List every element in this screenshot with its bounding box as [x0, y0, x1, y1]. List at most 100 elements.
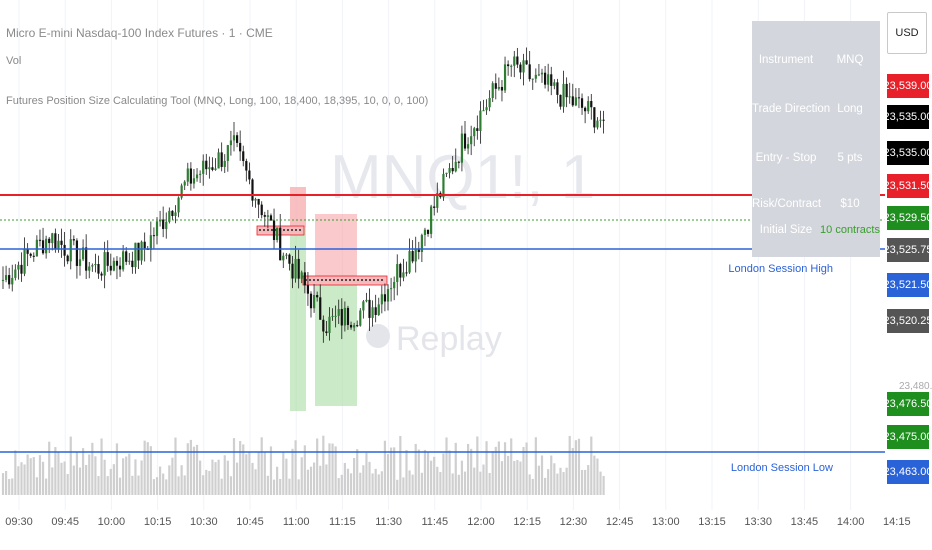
candle-body	[525, 60, 528, 65]
volume-bar	[229, 476, 233, 495]
volume-bar	[568, 435, 571, 495]
volume-bar	[248, 451, 251, 495]
volume-bar	[291, 448, 294, 495]
candle-body	[457, 161, 460, 163]
volume-bar	[426, 452, 430, 495]
volume-bar	[11, 478, 14, 495]
price-axis[interactable]: USD 23,480.00 23,539.00 23,535.00 23,535…	[884, 0, 932, 510]
volume-bar	[488, 472, 491, 495]
volume-bar	[565, 467, 568, 495]
candle-body	[445, 172, 448, 174]
info-row-instrument: Instrument MNQ	[752, 54, 880, 74]
volume-bar	[41, 461, 45, 495]
candle-body	[251, 179, 254, 201]
time-label: 09:45	[51, 516, 79, 528]
candle-body	[140, 241, 143, 261]
watermark-replay: Replay	[396, 320, 502, 358]
volume-bar	[106, 476, 109, 495]
time-label: 11:30	[375, 516, 402, 528]
volume-bar	[282, 452, 285, 495]
price-tag: 23,463.00	[884, 460, 932, 484]
candle-body	[134, 242, 137, 268]
volume-bar	[38, 455, 42, 495]
volume-bar	[587, 465, 590, 495]
candle-body	[393, 281, 396, 289]
volume-bar	[584, 469, 587, 495]
volume-bar	[451, 473, 454, 495]
candle-body	[494, 83, 497, 89]
candle-body	[260, 204, 263, 216]
price-chart[interactable]: MNQ1!, 1 Replay	[0, 0, 885, 510]
price-tag: 23,520.25	[884, 309, 932, 333]
candle-body	[470, 136, 473, 145]
volume-legend[interactable]: Vol	[6, 55, 22, 67]
candle-body	[599, 119, 602, 121]
candle-body	[550, 74, 553, 86]
candle-body	[202, 160, 205, 174]
volume-bar	[257, 451, 260, 495]
candle-body	[223, 160, 226, 167]
volume-bar	[374, 468, 377, 495]
volume-bar	[519, 461, 522, 495]
volume-bar	[445, 437, 448, 495]
candle-body	[115, 260, 119, 266]
chart-area[interactable]: MNQ1!, 1 Replay Micro E-mini Nasdaq-100 …	[0, 0, 885, 510]
volume-bar	[319, 465, 322, 495]
volume-bar	[220, 478, 223, 495]
volume-bar	[312, 462, 316, 495]
price-tag: 23,521.50	[884, 273, 932, 297]
candle-body	[565, 83, 568, 98]
volume-bar	[208, 470, 211, 495]
volume-bar	[368, 461, 371, 495]
candle-body	[91, 265, 94, 267]
candle-body	[596, 120, 599, 128]
candle-body	[460, 133, 464, 163]
volume-bar	[183, 475, 186, 495]
candle-body	[374, 307, 377, 315]
volume-bar	[550, 455, 553, 495]
volume-bar	[48, 441, 51, 495]
volume-bar	[72, 465, 75, 495]
candle-body	[590, 101, 593, 108]
info-label: Instrument	[758, 54, 814, 66]
volume-bar	[239, 440, 242, 495]
candle-body	[195, 174, 199, 179]
volume-bar	[540, 455, 544, 495]
currency-selector[interactable]: USD	[887, 12, 927, 54]
symbol-legend[interactable]: Micro E-mini Nasdaq-100 Index Futures · …	[6, 26, 273, 40]
volume-bar	[528, 474, 531, 495]
indicator-legend[interactable]: Futures Position Size Calculating Tool (…	[6, 95, 429, 107]
volume-bar	[137, 475, 140, 495]
time-axis[interactable]: 09:30 09:45 10:00 10:15 10:30 10:45 11:00 11:15…	[0, 510, 910, 550]
candle-body	[106, 252, 109, 266]
time-label: 14:15	[883, 516, 911, 528]
volume-bar	[254, 469, 257, 495]
candle-body	[559, 94, 562, 107]
candle-body	[205, 160, 208, 170]
time-label: 11:45	[421, 516, 449, 528]
info-row-entry-stop: Entry - Stop 5 pts	[752, 152, 880, 172]
candle-body	[537, 74, 541, 76]
candle-body	[513, 56, 516, 66]
candle-body	[128, 260, 131, 262]
volume-bar	[272, 479, 276, 495]
candle-body	[491, 83, 494, 98]
volume-bar	[131, 475, 134, 495]
volume-bar	[109, 468, 112, 495]
volume-bar	[260, 437, 263, 495]
volume-bar	[337, 478, 340, 495]
volume-bar	[371, 473, 374, 495]
candle-body	[426, 229, 430, 234]
volume-bar	[276, 466, 279, 495]
candle-body	[568, 96, 571, 98]
candle-body	[328, 316, 331, 334]
candle-body	[463, 133, 467, 149]
volume-bar	[205, 469, 208, 495]
time-label: 12:00	[467, 516, 495, 528]
volume-bar	[442, 453, 445, 495]
replay-watermark: Replay	[366, 320, 502, 358]
time-label: 13:30	[744, 516, 772, 528]
volume-bar	[88, 454, 91, 495]
price-tag: 23,476.50	[884, 392, 932, 416]
volume-bar	[1, 473, 5, 495]
